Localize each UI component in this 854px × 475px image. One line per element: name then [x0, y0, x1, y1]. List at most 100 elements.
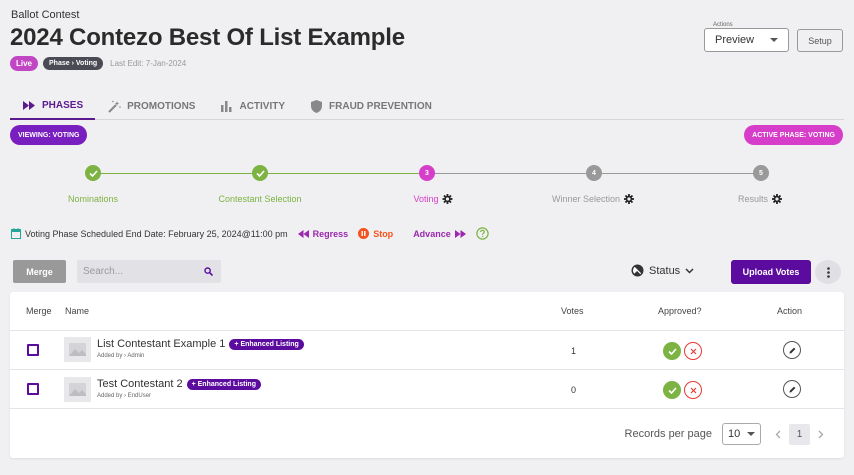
- gear-icon[interactable]: [624, 194, 635, 204]
- tab-phases[interactable]: PHASES: [10, 92, 96, 120]
- actions-legend: Actions: [710, 22, 736, 28]
- contestants-table: Merge Name Votes Approved? Action List C…: [10, 292, 844, 458]
- step-nominations-label[interactable]: Nominations: [68, 194, 118, 204]
- upload-votes-button[interactable]: Upload Votes: [731, 260, 811, 284]
- schedule-row: Voting Phase Scheduled End Date: Februar…: [11, 227, 489, 240]
- header-approved: Approved?: [658, 306, 702, 316]
- added-by-text: Added by › EndUser: [97, 393, 152, 399]
- rewind-icon: [297, 229, 309, 238]
- row-merge-checkbox[interactable]: [27, 383, 39, 395]
- magic-wand-icon: [107, 100, 121, 113]
- edit-button[interactable]: [783, 341, 801, 359]
- step-voting-label[interactable]: Voting: [413, 194, 453, 204]
- gear-icon[interactable]: [442, 194, 453, 204]
- contestant-name: Test Contestant 2 + Enhanced Listing: [97, 378, 261, 390]
- stop-label: Stop: [373, 228, 394, 239]
- tab-activity[interactable]: ACTIVITY: [207, 92, 297, 120]
- setup-button[interactable]: Setup: [797, 29, 843, 52]
- stop-icon: [358, 228, 370, 239]
- contestant-name-text: Test Contestant 2: [97, 378, 183, 390]
- step-voting-number[interactable]: 3: [419, 165, 435, 181]
- active-phase-pill: ACTIVE PHASE: VOTING: [744, 125, 843, 145]
- advance-button[interactable]: Advance: [413, 229, 466, 239]
- step-winner-selection-label[interactable]: Winner Selection: [552, 194, 635, 204]
- row-merge-checkbox[interactable]: [27, 344, 39, 356]
- help-button[interactable]: [476, 227, 489, 240]
- chevron-left-icon: [775, 430, 781, 438]
- step-label-text: Contestant Selection: [218, 194, 302, 204]
- chevron-right-icon: [818, 430, 824, 438]
- prev-page-button[interactable]: [767, 423, 789, 445]
- more-options-button[interactable]: [815, 260, 841, 284]
- close-icon: [690, 387, 696, 393]
- approve-button[interactable]: [663, 342, 681, 360]
- step-label-text: Nominations: [67, 194, 119, 204]
- search-icon[interactable]: [204, 267, 213, 276]
- calendar-icon: [11, 228, 21, 239]
- stop-button[interactable]: Stop: [358, 228, 393, 239]
- enhanced-listing-badge: + Enhanced Listing: [229, 338, 304, 350]
- actions-select-value: Preview: [715, 34, 755, 46]
- row-divider: [10, 330, 844, 331]
- check-icon: [88, 169, 98, 177]
- step-label-text: Results: [737, 194, 769, 204]
- page-title: 2024 Contezo Best Of List Example: [10, 24, 405, 51]
- live-badge: Live: [10, 56, 39, 71]
- last-edit-text: Last Edit: 7-Jan-2024: [110, 59, 187, 68]
- step-contestant-selection-check[interactable]: [252, 165, 268, 181]
- viewing-phase-pill: VIEWING: VOTING: [10, 125, 88, 145]
- pencil-icon: [789, 347, 795, 353]
- next-page-button[interactable]: [810, 423, 832, 445]
- pagination: Records per page 10 1: [625, 423, 832, 445]
- step-results-number[interactable]: 5: [753, 165, 769, 181]
- reject-button[interactable]: [684, 381, 702, 399]
- regress-button[interactable]: Regress: [297, 228, 349, 239]
- chevron-down-icon: [770, 38, 778, 42]
- added-by-text: Added by › Admin: [97, 353, 145, 359]
- phase-badge-to: Voting: [75, 60, 98, 67]
- search-input[interactable]: Search...: [77, 260, 221, 283]
- step-contestant-selection-label[interactable]: Contestant Selection: [218, 194, 301, 204]
- check-icon: [255, 169, 265, 177]
- step-winner-selection-number[interactable]: 4: [586, 165, 602, 181]
- tab-phases-label: PHASES: [42, 99, 84, 111]
- regress-label: Regress: [312, 228, 349, 239]
- image-placeholder-icon: [69, 343, 86, 356]
- tab-activity-label: ACTIVITY: [239, 100, 286, 112]
- records-per-page-select[interactable]: 10: [722, 423, 761, 445]
- contestant-name: List Contestant Example 1 + Enhanced Lis…: [97, 338, 304, 350]
- phase-badge-from: Phase: [49, 60, 70, 67]
- phase-badge-separator: ›: [71, 60, 74, 67]
- records-per-page-label: Records per page: [624, 428, 712, 440]
- merge-button[interactable]: Merge: [13, 260, 66, 283]
- step-connector: [602, 173, 753, 174]
- current-page[interactable]: 1: [789, 423, 810, 445]
- step-label-text: Voting: [413, 194, 439, 204]
- chevron-down-icon: [747, 432, 755, 436]
- tab-bar: PHASES PROMOTIONS ACTIVITY FRAUD PREVENT…: [10, 92, 844, 120]
- actions-select[interactable]: Preview: [704, 28, 789, 52]
- bar-chart-icon: [219, 100, 233, 112]
- tab-promotions[interactable]: PROMOTIONS: [95, 92, 207, 120]
- step-connector: [101, 173, 252, 174]
- step-results-label[interactable]: Results: [737, 194, 783, 204]
- tab-fraud-prevention[interactable]: FRAUD PREVENTION: [297, 92, 444, 120]
- edit-button[interactable]: [783, 380, 801, 398]
- approve-button[interactable]: [663, 381, 681, 399]
- advance-label: Advance: [413, 228, 451, 239]
- fast-forward-icon: [454, 229, 466, 238]
- status-icon: [631, 264, 644, 277]
- row-divider: [10, 408, 844, 409]
- vote-count: 0: [571, 385, 577, 395]
- records-per-page-value: 10: [728, 428, 741, 440]
- fast-forward-icon: [22, 99, 36, 111]
- header-merge: Merge: [26, 306, 52, 316]
- more-vert-icon: [826, 266, 830, 278]
- step-nominations-check[interactable]: [85, 165, 101, 181]
- gear-icon[interactable]: [772, 194, 783, 204]
- pencil-icon: [789, 386, 795, 392]
- contestant-thumbnail: [64, 337, 91, 362]
- reject-button[interactable]: [684, 342, 702, 360]
- tab-fraud-prevention-label: FRAUD PREVENTION: [329, 100, 432, 112]
- status-filter[interactable]: Status: [631, 264, 694, 277]
